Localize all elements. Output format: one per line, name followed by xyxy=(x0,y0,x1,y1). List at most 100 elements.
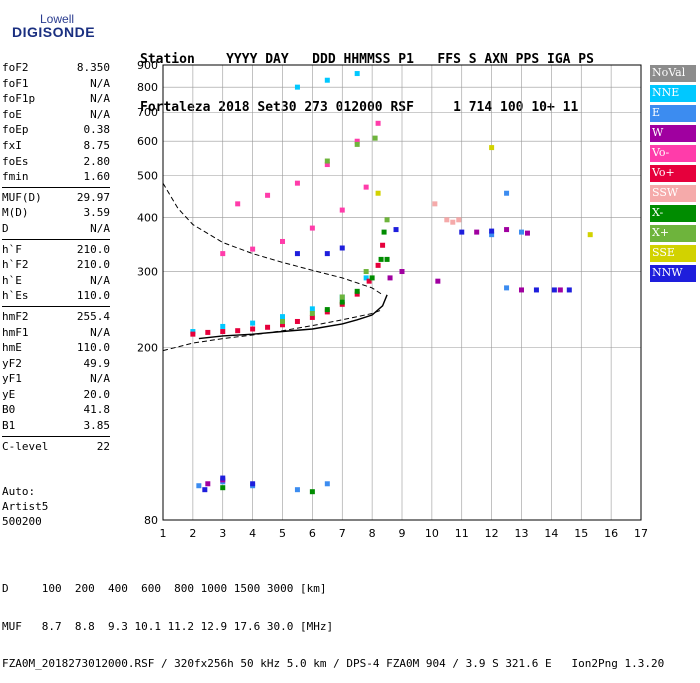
param-row: fxI 8.75 xyxy=(2,138,110,154)
param-row: hmF2 255.4 xyxy=(2,309,110,325)
echo-point-nne xyxy=(220,323,226,329)
legend-item-ssw: SSW xyxy=(650,185,696,202)
chart-curves xyxy=(162,182,388,352)
logo-line2: DIGISONDE xyxy=(12,24,96,40)
echo-point-nnw xyxy=(566,287,572,293)
param-name: hmE xyxy=(2,341,22,355)
x-tick-label: 10 xyxy=(425,527,439,540)
legend-item-x-: X- xyxy=(650,205,696,222)
param-name: foEp xyxy=(2,123,29,137)
echo-point-vo- xyxy=(309,314,315,320)
echo-point-w xyxy=(205,481,211,487)
legend-item-e: E xyxy=(650,105,696,122)
echo-point-nne xyxy=(354,71,360,77)
echo-point-nnw xyxy=(393,227,399,233)
param-row: D N/A xyxy=(2,221,110,237)
x-tick-label: 9 xyxy=(399,527,406,540)
echo-point-w xyxy=(504,227,510,233)
x-tick-label: 16 xyxy=(604,527,618,540)
y-tick-label: 700 xyxy=(137,106,158,119)
param-row: h`E N/A xyxy=(2,273,110,289)
echo-point-nnw xyxy=(551,287,557,293)
echo-point-sse xyxy=(375,190,381,196)
param-value: 22 xyxy=(96,439,110,453)
echo-point-vo- xyxy=(235,201,241,207)
echo-point-e xyxy=(504,285,510,291)
echo-point-ssw xyxy=(456,217,462,223)
param-value: N/A xyxy=(90,92,110,106)
echo-point-nnw xyxy=(202,487,208,493)
echo-point-vo- xyxy=(375,120,381,126)
param-separator xyxy=(2,186,110,188)
echo-point-vo- xyxy=(354,138,360,144)
param-row: foF1p N/A xyxy=(2,91,110,107)
echo-point-w xyxy=(557,287,563,293)
echo-point-ssw xyxy=(432,201,438,207)
x-tick-label: 6 xyxy=(309,527,316,540)
echo-point-vo- xyxy=(339,207,345,213)
ionogram-chart: 1 2 3 4 5 6 7 8 9 10 11 12 13 14 15 16 17802003004005006… xyxy=(137,59,648,540)
echo-point-w xyxy=(474,229,480,235)
param-value: 110.0 xyxy=(76,289,110,303)
echo-point-x- xyxy=(324,158,330,164)
echo-point-w xyxy=(519,287,524,293)
param-name: hmF1 xyxy=(2,325,29,339)
echo-point-x- xyxy=(280,318,285,324)
y-tick-label: 200 xyxy=(137,342,158,355)
autoscaling-info: Auto: Artist5 500200 xyxy=(2,484,48,529)
echo-point-nne xyxy=(190,329,196,335)
param-row: foE N/A xyxy=(2,107,110,123)
echo-point-sse xyxy=(587,232,593,238)
param-name: h`E xyxy=(2,273,22,287)
echo-point-vo- xyxy=(250,326,256,332)
legend-item-nne: NNE xyxy=(650,85,696,102)
param-value: 0.38 xyxy=(83,123,111,137)
chart-points xyxy=(190,71,593,495)
legend-item-vo-: Vo- xyxy=(650,145,696,162)
echo-point-nne xyxy=(250,320,256,326)
param-value: 20.0 xyxy=(83,387,111,401)
param-row: B0 41.8 xyxy=(2,402,110,418)
param-row: h`F 210.0 xyxy=(2,242,110,258)
param-value: N/A xyxy=(90,76,110,90)
param-name: fxI xyxy=(2,138,22,152)
param-value: 49.9 xyxy=(83,356,111,370)
param-name: h`Es xyxy=(2,289,29,303)
echo-point-x- xyxy=(309,310,315,316)
echo-point-vo- xyxy=(294,180,300,186)
echo-point-nne xyxy=(324,77,330,83)
echo-point-w xyxy=(524,230,530,236)
echo-point-w xyxy=(399,269,405,275)
artist-version: Artist5 xyxy=(2,500,49,513)
param-row: foEp 0.38 xyxy=(2,122,110,138)
echo-point-nne xyxy=(294,84,300,90)
echo-point-x- xyxy=(384,217,390,223)
echo-point-ssw xyxy=(444,217,450,223)
echo-point-nnw xyxy=(339,245,345,251)
param-row: C-level 22 xyxy=(2,439,110,455)
echo-point-e xyxy=(294,487,300,493)
param-name: yF1 xyxy=(2,372,22,386)
param-value: 8.350 xyxy=(76,61,110,74)
echo-point-e xyxy=(324,481,330,487)
echo-point-w xyxy=(435,278,441,284)
auto-label: Auto: xyxy=(2,485,36,498)
echo-point-e xyxy=(519,229,524,235)
param-value: 1.60 xyxy=(83,170,111,184)
echo-point-nnw xyxy=(294,251,300,257)
echo-point-vo- xyxy=(265,324,271,330)
y-tick-label: 300 xyxy=(137,266,158,279)
param-row: yF1 N/A xyxy=(2,371,110,387)
param-value: 2.80 xyxy=(83,154,111,168)
echo-point-vo- xyxy=(220,329,226,335)
param-value: N/A xyxy=(90,221,110,235)
param-separator xyxy=(2,435,110,437)
y-tick-label: 600 xyxy=(137,135,158,148)
legend-item-nnw: NNW xyxy=(650,265,696,282)
param-value: 41.8 xyxy=(83,403,111,417)
param-row: foF1 N/A xyxy=(2,76,110,92)
param-name: foF1 xyxy=(2,76,29,90)
param-name: h`F2 xyxy=(2,258,29,272)
plot-frame xyxy=(162,64,642,521)
param-separator xyxy=(2,238,110,240)
